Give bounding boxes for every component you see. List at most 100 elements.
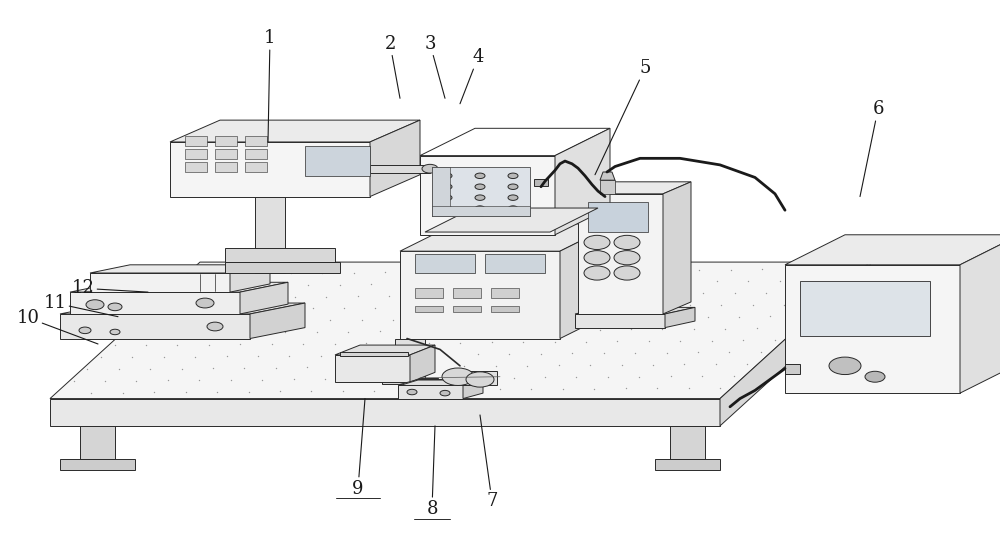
Polygon shape bbox=[575, 307, 695, 314]
Polygon shape bbox=[720, 262, 870, 426]
Polygon shape bbox=[370, 165, 430, 173]
Bar bbox=[485, 254, 545, 273]
Circle shape bbox=[442, 173, 452, 179]
Polygon shape bbox=[60, 459, 135, 470]
Polygon shape bbox=[663, 182, 691, 314]
Circle shape bbox=[508, 173, 518, 179]
Bar bbox=[432, 206, 530, 216]
Polygon shape bbox=[578, 194, 663, 314]
Bar bbox=[245, 149, 267, 159]
Bar bbox=[245, 136, 267, 146]
Circle shape bbox=[442, 368, 474, 385]
Polygon shape bbox=[400, 380, 478, 385]
Polygon shape bbox=[335, 345, 435, 355]
Polygon shape bbox=[70, 292, 240, 314]
Text: 3: 3 bbox=[424, 35, 445, 98]
Text: 7: 7 bbox=[480, 415, 498, 510]
Polygon shape bbox=[463, 379, 483, 399]
Polygon shape bbox=[240, 282, 288, 314]
Bar bbox=[800, 281, 930, 336]
Circle shape bbox=[196, 298, 214, 308]
Bar bbox=[305, 146, 370, 176]
Polygon shape bbox=[255, 197, 285, 273]
Polygon shape bbox=[600, 172, 615, 180]
Circle shape bbox=[86, 300, 104, 310]
Circle shape bbox=[508, 206, 518, 211]
Bar bbox=[453, 288, 481, 298]
Polygon shape bbox=[400, 251, 560, 339]
Polygon shape bbox=[70, 282, 288, 292]
Bar bbox=[432, 167, 530, 216]
Circle shape bbox=[108, 303, 122, 311]
Circle shape bbox=[110, 329, 120, 335]
Polygon shape bbox=[420, 156, 555, 235]
Polygon shape bbox=[225, 248, 335, 262]
Bar bbox=[588, 202, 648, 232]
Polygon shape bbox=[170, 142, 370, 197]
Polygon shape bbox=[534, 179, 548, 186]
Polygon shape bbox=[785, 364, 800, 374]
Text: 8: 8 bbox=[426, 426, 438, 518]
Circle shape bbox=[865, 371, 885, 382]
Circle shape bbox=[475, 195, 485, 200]
Polygon shape bbox=[200, 262, 235, 306]
Polygon shape bbox=[400, 224, 615, 251]
Polygon shape bbox=[670, 426, 705, 459]
Polygon shape bbox=[395, 339, 425, 382]
Polygon shape bbox=[398, 379, 483, 385]
Polygon shape bbox=[960, 235, 1000, 393]
Polygon shape bbox=[445, 371, 497, 385]
Circle shape bbox=[614, 235, 640, 250]
Circle shape bbox=[442, 206, 452, 211]
Polygon shape bbox=[398, 385, 463, 399]
Circle shape bbox=[584, 266, 610, 280]
Text: 12: 12 bbox=[72, 280, 148, 297]
Bar bbox=[491, 306, 519, 312]
Bar bbox=[185, 162, 207, 172]
Bar bbox=[245, 162, 267, 172]
Text: 9: 9 bbox=[352, 399, 365, 497]
Bar bbox=[491, 288, 519, 298]
Polygon shape bbox=[370, 120, 420, 197]
Circle shape bbox=[442, 184, 452, 189]
Text: 1: 1 bbox=[264, 29, 276, 142]
Polygon shape bbox=[665, 307, 695, 328]
Polygon shape bbox=[560, 224, 615, 339]
Circle shape bbox=[614, 266, 640, 280]
Circle shape bbox=[442, 195, 452, 200]
Polygon shape bbox=[80, 426, 115, 459]
Polygon shape bbox=[225, 262, 340, 273]
Bar bbox=[415, 306, 443, 312]
Polygon shape bbox=[60, 303, 305, 314]
Bar bbox=[185, 136, 207, 146]
Circle shape bbox=[475, 184, 485, 189]
Circle shape bbox=[584, 251, 610, 265]
Polygon shape bbox=[50, 262, 870, 399]
Bar bbox=[215, 136, 237, 146]
Polygon shape bbox=[250, 303, 305, 339]
Circle shape bbox=[475, 173, 485, 179]
Text: 10: 10 bbox=[16, 309, 98, 344]
Bar bbox=[600, 180, 615, 194]
Circle shape bbox=[422, 164, 438, 173]
Polygon shape bbox=[50, 399, 720, 426]
Polygon shape bbox=[555, 128, 610, 235]
Bar bbox=[215, 149, 237, 159]
Polygon shape bbox=[60, 314, 250, 339]
Polygon shape bbox=[575, 314, 665, 328]
Circle shape bbox=[207, 322, 223, 331]
Text: 6: 6 bbox=[860, 100, 884, 197]
Polygon shape bbox=[785, 235, 1000, 265]
Circle shape bbox=[407, 389, 417, 395]
Polygon shape bbox=[90, 265, 270, 273]
Polygon shape bbox=[230, 265, 270, 292]
Bar bbox=[415, 288, 443, 298]
Polygon shape bbox=[340, 352, 408, 356]
Bar bbox=[415, 254, 475, 273]
Polygon shape bbox=[170, 120, 420, 142]
Polygon shape bbox=[785, 265, 960, 393]
Circle shape bbox=[475, 206, 485, 211]
Polygon shape bbox=[578, 182, 691, 194]
Circle shape bbox=[614, 251, 640, 265]
Circle shape bbox=[829, 357, 861, 375]
